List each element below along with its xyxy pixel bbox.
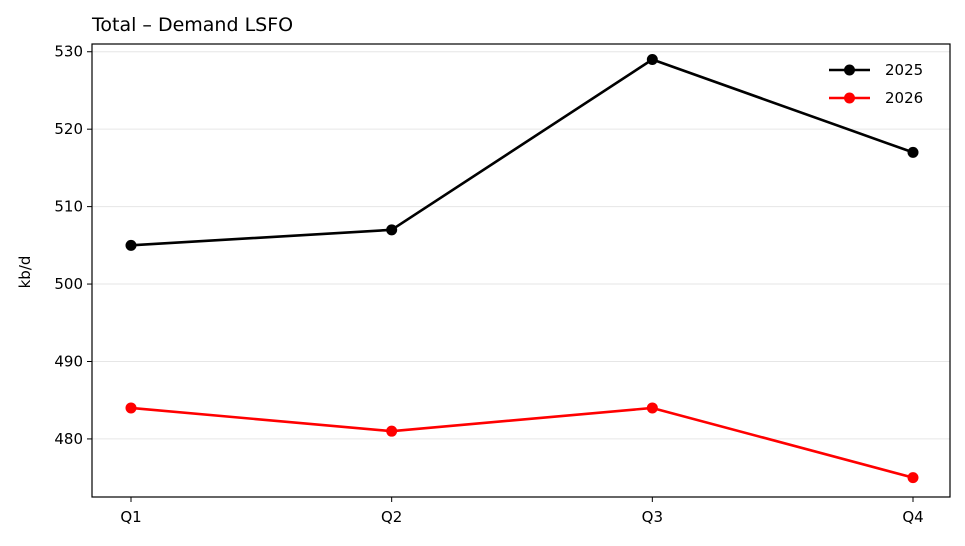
data-point-2026-Q1: [125, 402, 137, 414]
gridlines: [92, 51, 950, 440]
y-tick-label: 500: [54, 275, 83, 293]
x-tick-label: Q1: [120, 508, 141, 526]
legend-label-2026: 2026: [885, 89, 923, 107]
data-point-2025-Q2: [386, 224, 398, 236]
data-point-2025-Q1: [125, 239, 137, 251]
data-point-2026-Q4: [907, 472, 919, 484]
x-tick-label: Q4: [902, 508, 923, 526]
y-tick-label: 490: [54, 352, 83, 370]
x-tick-label: Q2: [381, 508, 402, 526]
legend: 2025 2026: [829, 61, 923, 107]
y-tick-label: 530: [54, 43, 83, 61]
data-point-2026-Q2: [386, 425, 398, 437]
series-group: [125, 53, 919, 484]
series-line-2025: [130, 58, 914, 247]
x-axis: Q1 Q2 Q3 Q4: [120, 497, 924, 526]
y-tick-label: 510: [54, 198, 83, 216]
legend-label-2025: 2025: [885, 61, 923, 79]
data-point-2025-Q3: [646, 53, 658, 65]
y-tick-label: 480: [54, 430, 83, 448]
series-line-2026: [130, 406, 914, 479]
data-point-2025-Q4: [907, 146, 919, 158]
legend-marker-2026: [844, 92, 855, 104]
plot-frame: [91, 43, 951, 498]
y-axis-label: kb/d: [16, 256, 34, 289]
x-tick-label: Q3: [642, 508, 663, 526]
y-axis: 480 490 500 510 520 530: [54, 43, 92, 448]
legend-marker-2025: [844, 64, 855, 76]
data-point-2026-Q3: [646, 402, 658, 414]
y-tick-label: 520: [54, 120, 83, 138]
chart-title: Total – Demand LSFO: [91, 14, 293, 36]
